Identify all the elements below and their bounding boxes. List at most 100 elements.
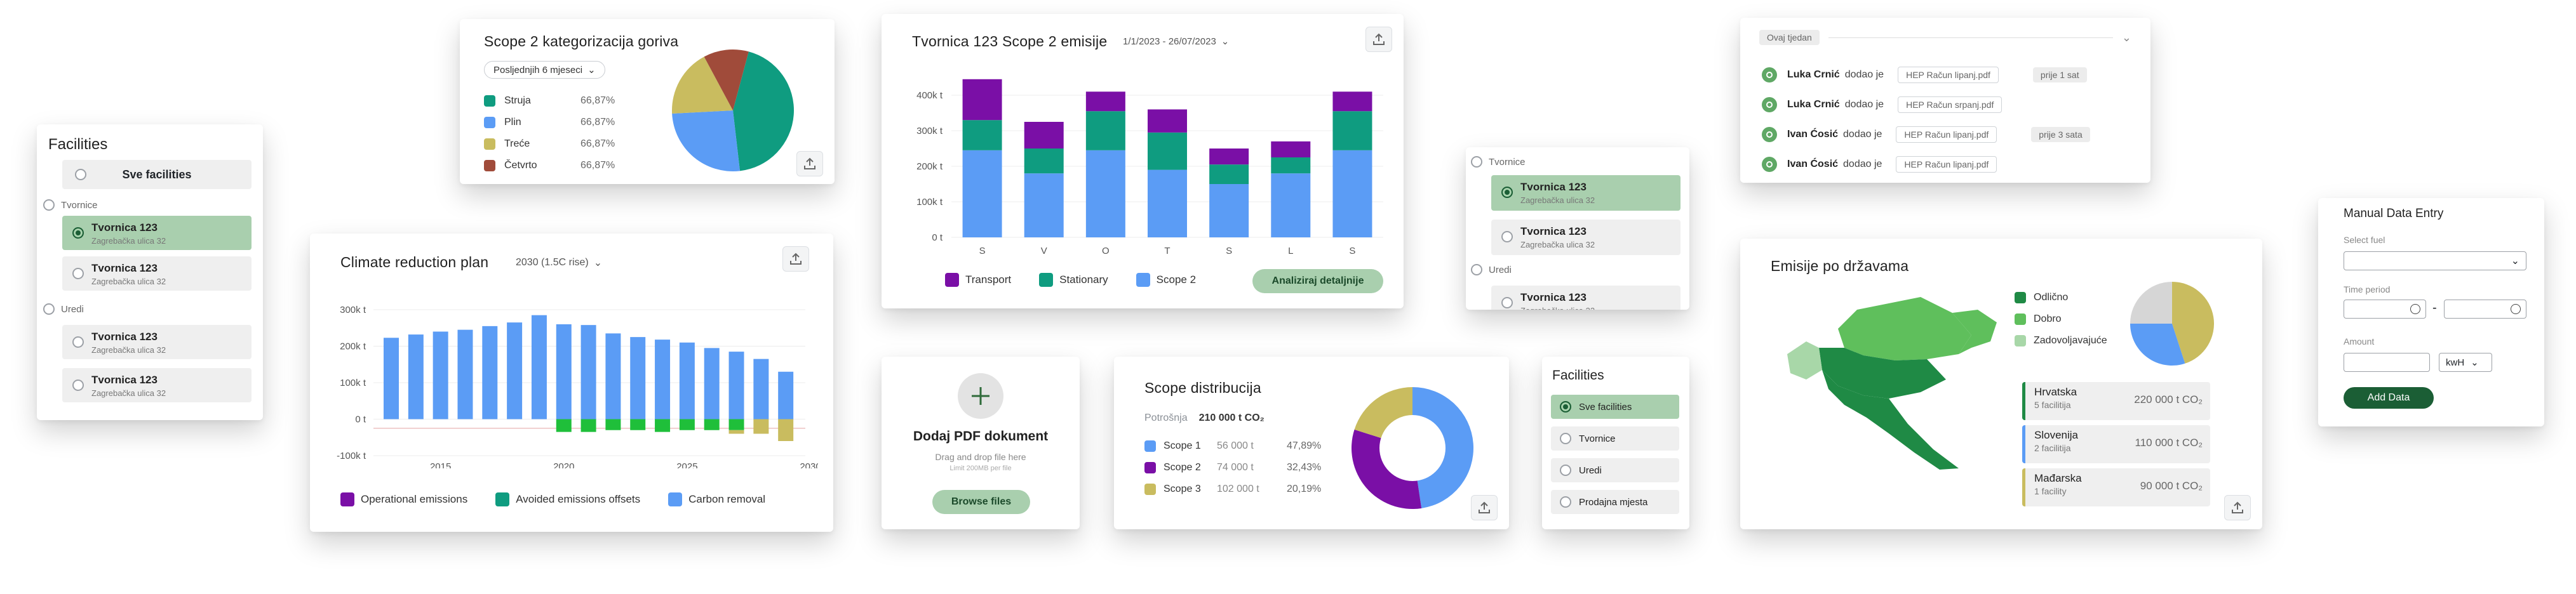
export-button[interactable] (2224, 495, 2251, 520)
period-value: Ovaj tjedan (1759, 30, 1820, 45)
facility-option[interactable]: Uredi (1551, 458, 1679, 482)
consumption-row: Potrošnja 210 000 t CO₂ (1144, 412, 1265, 424)
legend-scope2: Scope 2 (1136, 273, 1196, 287)
facility-item[interactable]: Tvornica 123 Zagrebačka ulica 32 (1491, 286, 1680, 310)
period-dropdown[interactable]: Posljednjih 6 mjeseci ⌄ (484, 61, 605, 79)
facility-option[interactable]: Sve facilities (1551, 395, 1679, 419)
country-row[interactable]: Slovenija 2 facilitija 110 000 t CO₂ (2022, 425, 2210, 463)
bar-segment (1271, 157, 1311, 174)
facility-option[interactable]: Prodajna mjesta (1551, 490, 1679, 514)
export-button[interactable] (796, 151, 823, 176)
bar-segment (482, 326, 498, 419)
add-data-button[interactable]: Add Data (2344, 387, 2434, 409)
fuel-title: Scope 2 kategorizacija goriva (484, 33, 679, 50)
facility-option[interactable]: Tvornice (1551, 426, 1679, 451)
start-date-input[interactable] (2344, 300, 2426, 319)
analyze-button[interactable]: Analiziraj detaljnije (1252, 269, 1383, 293)
file-chip[interactable]: HEP Račun srpanj.pdf (1898, 96, 2002, 113)
action-text: dodao je (1843, 158, 1882, 169)
bar-segment (679, 419, 695, 430)
group-tvornice[interactable]: Tvornice (1471, 156, 1526, 168)
bar-segment (1148, 132, 1187, 170)
pie-slice (672, 110, 741, 171)
fuel-legend-row: Četvrto 66,87% (484, 155, 649, 176)
file-chip[interactable]: HEP Račun lipanj.pdf (1896, 126, 1997, 143)
facility-item[interactable]: Tvornica 123 Zagrebačka ulica 32 (62, 256, 252, 291)
facility-item[interactable]: Tvornica 123 Zagrebačka ulica 32 (62, 325, 252, 359)
country-row[interactable]: Hrvatska 5 facilitija 220 000 t CO₂ (2022, 382, 2210, 420)
bar-segment (704, 348, 720, 419)
fuel-name: Plin (504, 117, 521, 128)
activity-list: Luka Crnić dodao je HEP Račun lipanj.pdf pr… (1762, 60, 2137, 179)
file-chip[interactable]: HEP Račun lipanj.pdf (1898, 66, 1999, 83)
pdf-hint: Drag and drop file here (935, 452, 1026, 462)
scenario-dropdown[interactable]: 2030 (1.5C rise) ⌄ (516, 256, 602, 269)
bar-segment (630, 337, 646, 419)
chevron-down-icon: ⌄ (2121, 30, 2131, 44)
all-facilities-option[interactable]: Sve facilities (62, 160, 252, 189)
bar-segment (1209, 164, 1249, 184)
avatar-icon (1762, 67, 1777, 82)
bar-segment (556, 324, 572, 419)
add-pdf-button[interactable] (958, 373, 1003, 419)
export-button[interactable] (1365, 27, 1392, 52)
time-period-label: Time period (2344, 284, 2391, 294)
facility-option-label: Uredi (1579, 465, 1602, 476)
scope-pct: 47,89% (1287, 440, 1322, 451)
amount-input[interactable] (2344, 353, 2430, 372)
browse-files-button[interactable]: Browse files (932, 490, 1030, 514)
period-dropdown[interactable]: Ovaj tjedan ⌄ (1759, 29, 2131, 46)
bar-segment (1024, 173, 1064, 237)
pie-slice (733, 51, 794, 171)
status-legend-item: Zadovoljavajuće (2015, 330, 2107, 352)
activity-row: Ivan Ćosić dodao je HEP Račun lipanj.pdf pr… (1762, 119, 2137, 149)
export-button[interactable] (782, 246, 809, 272)
period-value: Posljednjih 6 mjeseci (493, 64, 583, 76)
facility-option-label: Prodajna mjesta (1579, 496, 1648, 508)
x-tick-label: T (1164, 246, 1170, 256)
legend-label: Operational emissions (361, 493, 468, 505)
fuel-name: Četvrto (504, 160, 537, 171)
upload-icon (1373, 33, 1385, 45)
fuel-select[interactable]: ⌄ (2344, 251, 2526, 270)
pdf-limit: Limit 200MB per file (949, 465, 1012, 472)
date-range-dropdown[interactable]: 1/1/2023 - 26/07/2023 ⌄ (1123, 36, 1229, 48)
group-uredi[interactable]: Uredi (43, 303, 84, 315)
legend-label: Scope 2 (1156, 274, 1197, 286)
pie-slice (704, 50, 749, 110)
country-row[interactable]: Mađarska 1 facility 90 000 t CO₂ (2022, 468, 2210, 506)
climate-bar-chart: 300k t 200k t 100k t 0 t -100k t 2015 2020 2025… (337, 305, 818, 468)
bar-segment (531, 315, 547, 419)
chevron-down-icon: ⌄ (2511, 256, 2519, 267)
map-region-istria (1787, 341, 1822, 380)
climate-plan-card: Climate reduction plan 2030 (1.5C rise) ⌄… (310, 234, 833, 532)
legend-swatch (1144, 484, 1156, 495)
country-value: 220 000 t CO₂ (2134, 393, 2203, 406)
facility-address: Zagrebačka ulica 32 (91, 236, 166, 246)
x-tick-label: V (1041, 246, 1047, 256)
bar-segment (1085, 150, 1125, 237)
facility-item[interactable]: Tvornica 123 Zagrebačka ulica 32 (62, 368, 252, 402)
unit-select[interactable]: kwH ⌄ (2439, 353, 2492, 372)
user-name: Ivan Ćosić (1787, 128, 1839, 140)
facility-item[interactable]: Tvornica 123 Zagrebačka ulica 32 (62, 216, 252, 250)
facility-item[interactable]: Tvornica 123 Zagrebačka ulica 32 (1491, 175, 1680, 211)
bar-segment (1024, 122, 1064, 148)
group-uredi[interactable]: Uredi (1471, 264, 1512, 275)
scope-amount: 56 000 t (1217, 440, 1254, 451)
legend-label: Avoided emissions offsets (516, 493, 641, 505)
facilities-picker: Tvornice Tvornica 123 Zagrebačka ulica 32… (1466, 147, 1689, 310)
facility-item[interactable]: Tvornica 123 Zagrebačka ulica 32 (1491, 220, 1680, 255)
user-name: Luka Crnić (1787, 98, 1840, 110)
export-button[interactable] (1471, 495, 1498, 520)
group-tvornice[interactable]: Tvornice (43, 199, 98, 211)
radio-icon (1560, 433, 1571, 444)
chevron-down-icon: ⌄ (593, 258, 603, 268)
file-chip[interactable]: HEP Račun lipanj.pdf (1896, 155, 1997, 173)
legend-swatch (1144, 440, 1156, 452)
end-date-input[interactable] (2444, 300, 2526, 319)
group-label: Tvornice (1489, 156, 1526, 168)
tvornica-stacked-chart: 400k t 300k t 200k t 100k t 0 t S V O T S L S (916, 79, 1383, 256)
avatar-glyph (1766, 161, 1773, 168)
fuel-value: 66,87% (580, 138, 615, 149)
